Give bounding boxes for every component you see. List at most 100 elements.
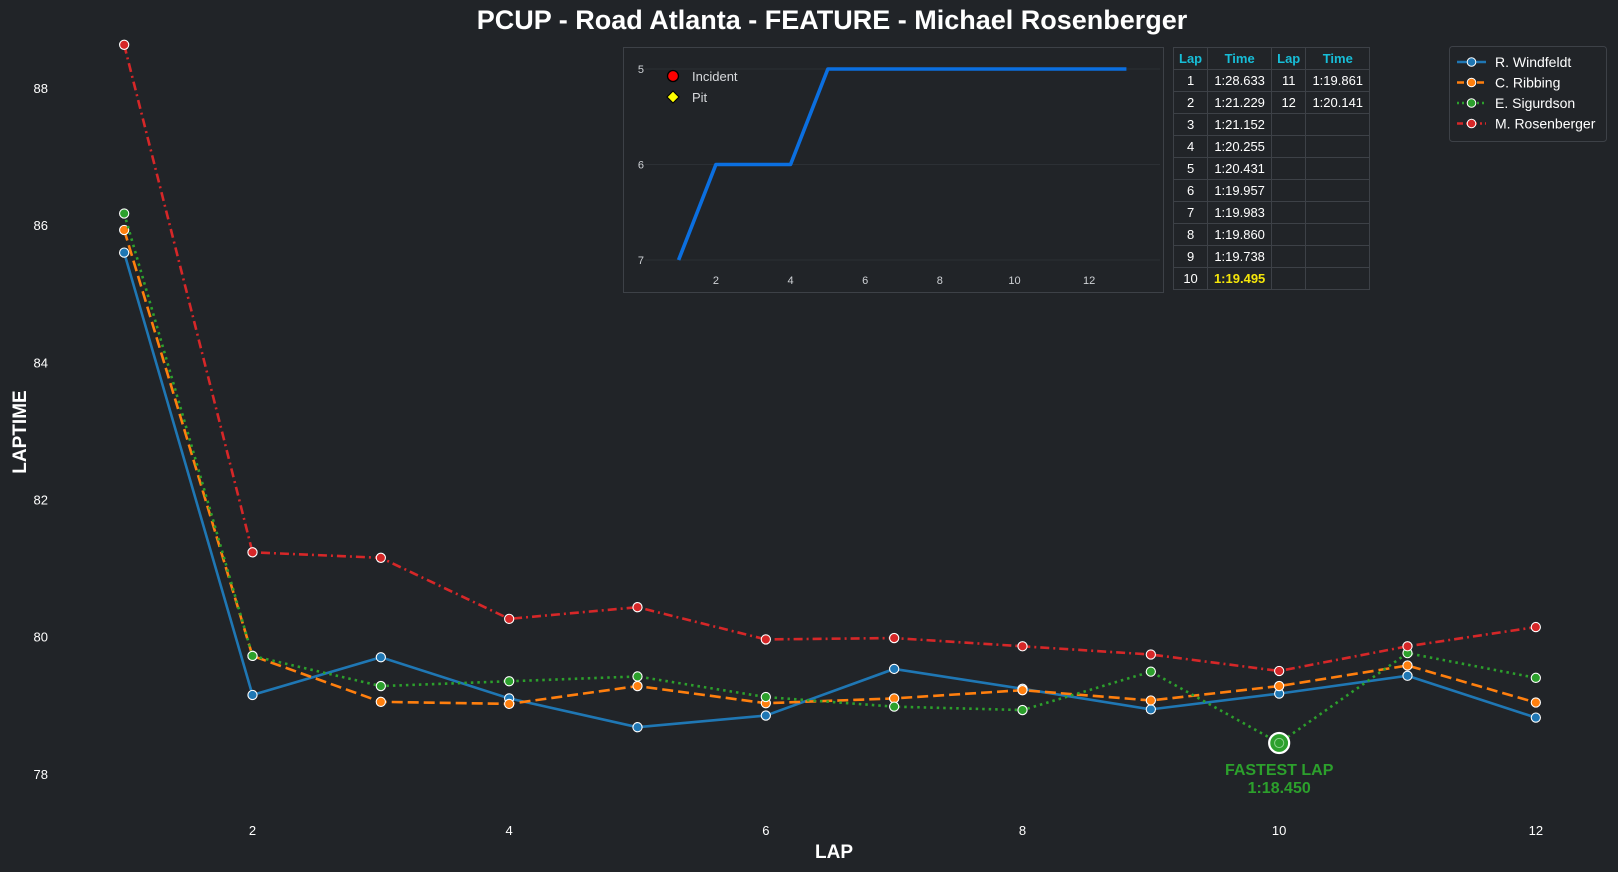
data-point — [375, 696, 386, 707]
table-row: 3 1:21.152 — [1172, 113, 1371, 136]
data-point — [1145, 649, 1156, 660]
table-row: 9 1:19.738 — [1172, 245, 1371, 268]
chart-title: PCUP - Road Atlanta - FEATURE - Michael … — [477, 5, 1188, 35]
header-time-1: Time — [1207, 47, 1273, 70]
lap-cell: 1 — [1172, 69, 1209, 92]
inset-x-tick-label: 12 — [1083, 275, 1095, 287]
lap-cell: 12 — [1271, 91, 1307, 114]
data-point — [1402, 641, 1413, 652]
inset-position-line — [676, 67, 1127, 261]
time-cell — [1305, 201, 1371, 224]
x-tick-label: 8 — [1019, 823, 1026, 838]
lap-cell — [1271, 223, 1307, 246]
fastest-lap-label: FASTEST LAP — [1225, 762, 1334, 779]
data-point — [889, 701, 900, 712]
data-point — [760, 691, 771, 703]
time-cell: 1:21.152 — [1207, 113, 1273, 136]
lap-cell — [1271, 267, 1307, 290]
data-point — [375, 552, 386, 563]
header-lap-1: Lap — [1172, 47, 1209, 70]
data-point — [632, 722, 643, 733]
data-point — [632, 602, 643, 613]
data-point — [247, 650, 258, 662]
data-point — [119, 247, 130, 258]
lap-cell: 9 — [1172, 245, 1209, 268]
data-point — [632, 671, 643, 682]
table-row: 6 1:19.957 — [1172, 179, 1371, 202]
data-point — [1274, 680, 1285, 692]
lap-cell: 7 — [1172, 201, 1209, 224]
legend-entry: R. Windfeldt — [1495, 54, 1571, 70]
series-line — [122, 252, 1537, 729]
data-point — [1145, 666, 1156, 677]
inset-legend-entry: Pit — [692, 90, 708, 105]
inset-legend-entry: Incident — [692, 69, 738, 84]
inset-x-tick-label: 4 — [787, 275, 793, 287]
fastest-lap-time: 1:18.450 — [1248, 780, 1311, 797]
data-point — [119, 39, 130, 50]
data-point — [1530, 712, 1541, 723]
legend-marker — [1466, 77, 1477, 88]
lap-cell: 6 — [1172, 179, 1209, 202]
inset-y-tick-labels: 5 6 7 — [638, 64, 644, 267]
y-tick-label: 78 — [34, 767, 48, 782]
x-tick-label: 4 — [506, 823, 513, 838]
data-point — [1145, 704, 1156, 715]
data-point — [247, 547, 258, 558]
time-cell — [1305, 179, 1371, 202]
fastest-lap-point — [1274, 737, 1285, 749]
incident-legend-marker — [666, 69, 680, 83]
lap-cell: 4 — [1172, 135, 1209, 158]
time-cell: 1:19.861 — [1305, 69, 1371, 92]
data-point — [760, 634, 771, 645]
lap-times-table: Lap Time Lap Time 1 1:28.633 11 1:19.861 2 1:… — [1172, 47, 1371, 290]
time-cell: 1:19.495 — [1207, 267, 1273, 290]
data-point — [375, 652, 386, 663]
lap-cell: 10 — [1172, 267, 1209, 290]
table-row: 5 1:20.431 — [1172, 157, 1371, 180]
data-point — [1530, 672, 1541, 683]
header-time-2: Time — [1305, 47, 1371, 70]
lap-table-body: 1 1:28.633 11 1:19.861 2 1:21.229 12 1:20.141 3 1… — [1172, 69, 1371, 290]
x-tick-label: 2 — [249, 823, 256, 838]
lap-cell — [1271, 157, 1307, 180]
series-line — [122, 229, 1537, 706]
inset-x-tick-label: 8 — [937, 275, 943, 287]
x-tick-label: 12 — [1529, 823, 1543, 838]
y-tick-label: 82 — [34, 493, 48, 508]
table-row: 1 1:28.633 11 1:19.861 — [1172, 69, 1371, 92]
lap-cell — [1271, 113, 1307, 136]
data-point — [760, 710, 771, 721]
data-point — [1530, 697, 1541, 708]
time-cell — [1305, 245, 1371, 268]
legend-entry: C. Ribbing — [1495, 75, 1560, 91]
time-cell — [1305, 113, 1371, 136]
time-cell: 1:19.983 — [1207, 201, 1273, 224]
data-point — [1274, 665, 1285, 677]
data-point — [119, 224, 130, 236]
table-row: 2 1:21.229 12 1:20.141 — [1172, 91, 1371, 114]
y-tick-label: 84 — [34, 355, 48, 370]
time-cell — [1305, 223, 1371, 246]
inset-y-tick-label: 6 — [638, 160, 644, 172]
x-tick-labels: 2 4 6 8 10 12 — [249, 823, 1543, 838]
data-point — [119, 208, 130, 219]
table-row: 4 1:20.255 — [1172, 135, 1371, 158]
inset-frame — [623, 47, 1164, 293]
table-header-row: Lap Time Lap Time — [1172, 47, 1371, 70]
lap-cell: 5 — [1172, 157, 1209, 180]
time-cell: 1:28.633 — [1207, 69, 1273, 92]
y-tick-label: 88 — [34, 81, 48, 96]
lap-cell: 3 — [1172, 113, 1209, 136]
table-row: 7 1:19.983 — [1172, 201, 1371, 224]
data-point — [375, 680, 386, 692]
lap-cell — [1271, 245, 1307, 268]
series-r-windfeldt — [119, 247, 1541, 733]
x-tick-label: 10 — [1272, 823, 1286, 838]
inset-x-tick-label: 2 — [713, 275, 719, 287]
data-point — [504, 613, 515, 624]
data-point — [632, 680, 643, 692]
series-line — [122, 44, 1537, 673]
y-tick-label: 80 — [34, 630, 48, 645]
